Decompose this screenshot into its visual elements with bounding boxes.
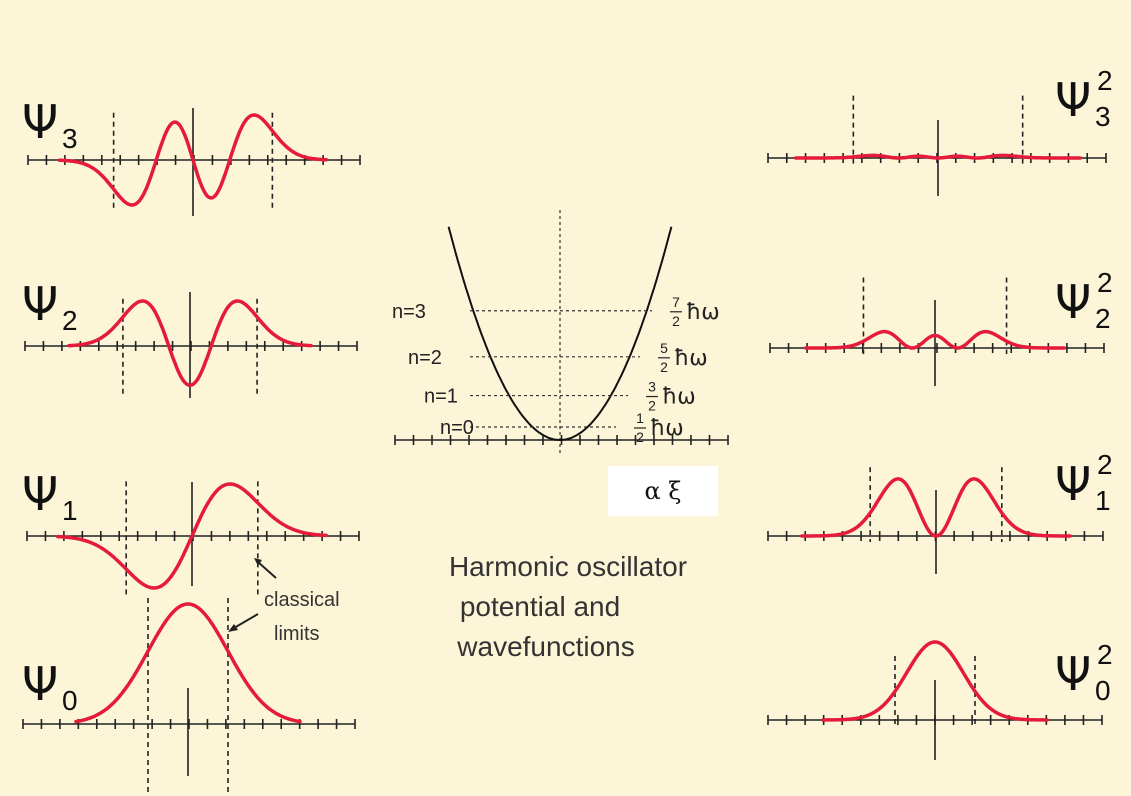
wavefunction-curve [56,482,328,590]
level-label: n=1 [424,386,458,408]
probability-curve [793,153,1083,160]
xi-axis-label: α ξ [608,466,718,516]
caption-line-1: Harmonic oscillator [449,551,687,582]
psi-subscript: 2 [1095,303,1111,334]
arrowhead-lower-icon [228,624,238,632]
psi-symbol: Ψ [22,277,58,331]
psi-3-squared-panel: Ψ 3 2 [767,65,1113,196]
psi-superscript: 2 [1097,449,1113,480]
psi-symbol: Ψ [1055,647,1091,701]
psi-2-squared-panel: Ψ 2 2 [769,267,1113,386]
fraction-denominator: 2 [660,359,668,375]
caption-line-2: potential and [460,591,620,622]
annotation-arrow-upper [257,561,277,579]
fraction-denominator: 2 [648,398,656,414]
psi-superscript: 2 [1097,639,1113,670]
psi-subscript: 0 [62,685,78,716]
psi-1-squared-panel: Ψ 1 2 [767,449,1113,574]
energy-level-2: n=2 5 2 ħω [408,340,708,375]
energy-level-3: n=3 7 2 ħω [392,294,720,329]
wavefunction-panels: Ψ 3Ψ 2Ψ 1Ψ 0 [22,95,361,796]
annotation-arrow-lower [233,613,259,629]
hbar-omega-unit: ħω [662,385,696,410]
psi-subscript: 1 [1095,485,1111,516]
psi-0-squared-panel: Ψ 0 2 [767,639,1113,760]
fraction-denominator: 2 [672,313,680,329]
level-label: n=2 [408,347,442,369]
psi-subscript: 0 [1095,675,1111,706]
psi-symbol: Ψ [1055,275,1091,329]
hbar-omega-unit: ħω [650,416,684,441]
fraction-numerator: 3 [648,379,656,395]
potential-parabola [447,226,673,441]
fraction-numerator: 5 [660,340,668,356]
psi-superscript: 2 [1097,65,1113,96]
wavefunction-curve [57,113,329,207]
arrowhead-upper-icon [254,558,262,566]
psi-superscript: 2 [1097,267,1113,298]
caption-line-3: wavefunctions [456,631,634,662]
caption: Harmonic oscillator potential and wavefu… [449,551,687,662]
annotation-line-2: limits [274,623,320,645]
wavefunction-curve [74,602,302,724]
fraction-denominator: 2 [636,429,644,445]
hbar-omega-unit: ħω [686,300,720,325]
probability-panels: Ψ 32Ψ 22Ψ 12Ψ 02 [767,65,1113,760]
wavefunction-curve [67,299,313,388]
psi-symbol: Ψ [22,95,58,149]
psi-subscript: 2 [62,305,78,336]
energy-level-1: n=1 3 2 ħω [424,379,696,414]
classical-limits-annotation: classical limits [228,558,340,645]
probability-curve [821,640,1049,722]
psi-symbol: Ψ [1055,73,1091,127]
probability-curve [804,329,1066,350]
psi-subscript: 1 [62,495,78,526]
energy-level-0: n=0 1 2 ħω [440,410,684,445]
psi-subscript: 3 [62,123,78,154]
annotation-line-1: classical [264,589,340,611]
psi-symbol: Ψ [22,467,58,521]
fraction-numerator: 7 [672,294,680,310]
fraction-numerator: 1 [636,410,644,426]
psi-subscript: 3 [1095,101,1111,132]
probability-curve [800,477,1072,538]
hbar-omega-unit: ħω [674,346,708,371]
psi-symbol: Ψ [1055,457,1091,511]
psi-symbol: Ψ [22,657,58,711]
potential-well-panel: n=3 72 ħωn=2 52 ħωn=1 32 ħωn=0 12 ħω [392,210,729,454]
level-label: n=0 [440,417,474,439]
level-label: n=3 [392,301,426,323]
